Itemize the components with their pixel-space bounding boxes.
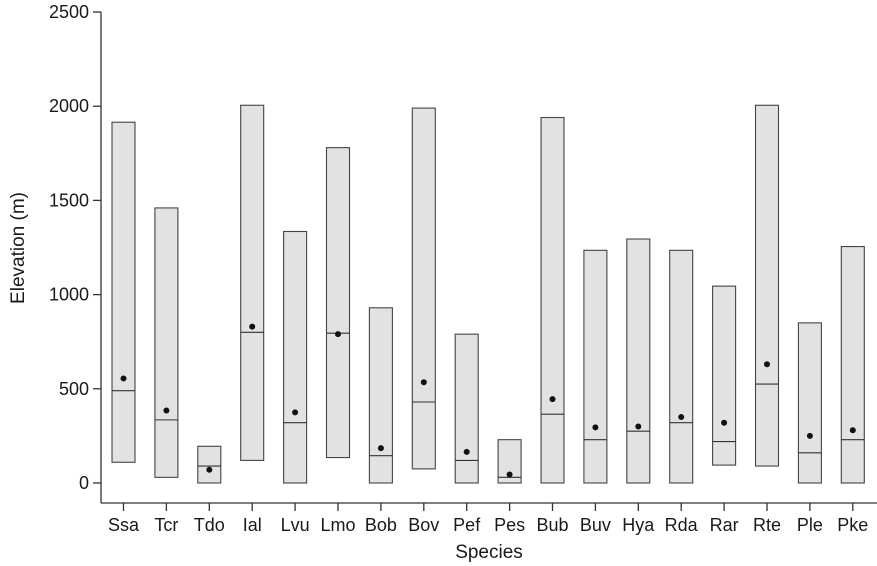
- mean-point: [549, 396, 556, 403]
- mean-point: [806, 432, 813, 439]
- range-bar: [712, 285, 737, 466]
- range-bar: [840, 246, 865, 484]
- range-bar: [497, 439, 522, 484]
- range-bar: [754, 104, 780, 467]
- mean-point: [506, 471, 513, 478]
- x-tick-label: Pef: [453, 515, 481, 535]
- y-tick-label: 0: [79, 473, 89, 493]
- mean-point: [592, 424, 599, 431]
- mean-point: [635, 423, 642, 430]
- x-tick-label: Buv: [580, 515, 611, 535]
- x-tick-label: Pke: [837, 515, 868, 535]
- mean-point: [377, 445, 384, 452]
- x-tick-label: Bov: [408, 515, 439, 535]
- x-tick-label: Bub: [536, 515, 568, 535]
- mean-point: [420, 379, 427, 386]
- x-tick-label: Lvu: [281, 515, 310, 535]
- mean-point: [678, 414, 685, 421]
- range-bar: [669, 249, 694, 484]
- y-tick-label: 2500: [49, 2, 89, 22]
- x-tick-label: Ssa: [108, 515, 140, 535]
- x-axis-title: Species: [455, 542, 523, 563]
- y-tick-label: 2000: [49, 96, 89, 116]
- range-bar: [368, 307, 393, 484]
- x-tick-label: Lmo: [320, 515, 355, 535]
- y-tick-label: 1000: [49, 285, 89, 305]
- range-bar: [283, 230, 308, 484]
- range-bar: [454, 333, 479, 484]
- x-tick-label: Tdo: [194, 515, 225, 535]
- mean-point: [764, 361, 770, 368]
- mean-point: [463, 448, 470, 455]
- x-axis-ticks: Ssa Tcr Tdo Ial Lvu Lmo Bob Bov Pef Pes Bub Buv Hya R…: [108, 503, 868, 535]
- mean-point: [120, 375, 127, 382]
- x-tick-label: Bob: [365, 515, 397, 535]
- y-axis-title: Elevation (m): [8, 192, 29, 304]
- x-tick-label: Ial: [243, 515, 262, 535]
- y-axis-ticks: 0 500 1000 1500 2000 2500: [49, 2, 101, 493]
- range-bar: [540, 116, 565, 484]
- x-tick-label: Rar: [710, 515, 739, 535]
- y-tick-label: 1500: [49, 190, 89, 210]
- x-tick-label: Hya: [622, 515, 655, 535]
- x-tick-label: Rte: [753, 515, 781, 535]
- mean-point: [206, 466, 213, 473]
- x-tick-label: Rda: [665, 515, 699, 535]
- x-tick-label: Ple: [797, 515, 823, 535]
- range-bar: [325, 147, 351, 459]
- range-bar: [583, 249, 608, 484]
- mean-point: [163, 407, 170, 414]
- mean-point: [292, 409, 299, 416]
- chart-marks: [111, 104, 865, 484]
- range-bar: [797, 322, 822, 484]
- mean-point: [721, 419, 728, 426]
- y-tick-label: 500: [59, 379, 89, 399]
- range-bar: [411, 107, 436, 470]
- range-bar: [197, 445, 222, 484]
- mean-point: [335, 331, 341, 338]
- x-tick-label: Pes: [494, 515, 525, 535]
- mean-point: [249, 323, 256, 330]
- x-tick-label: Tcr: [154, 515, 178, 535]
- range-bar: [111, 121, 136, 463]
- range-bar: [626, 238, 651, 484]
- range-bar: [240, 104, 265, 461]
- range-bar: [154, 207, 179, 478]
- mean-point: [849, 427, 856, 434]
